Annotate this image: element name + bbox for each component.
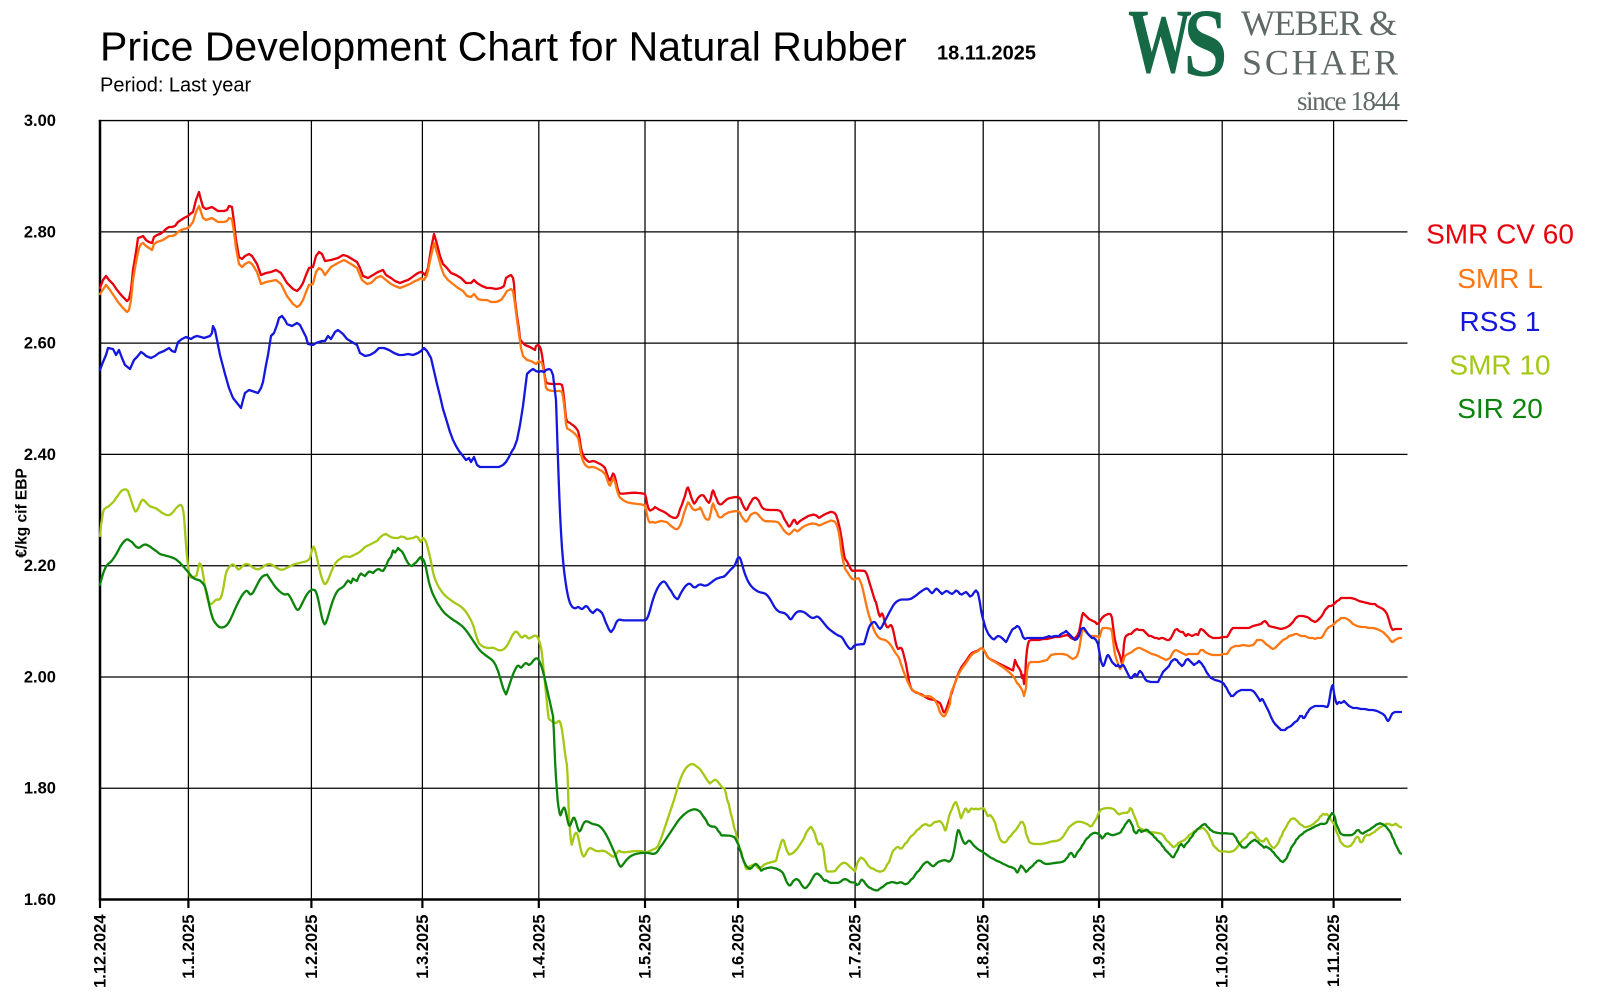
svg-text:2.00: 2.00 [24, 669, 56, 687]
svg-text:1.2.2025: 1.2.2025 [303, 915, 321, 979]
svg-text:1.8.2025: 1.8.2025 [975, 914, 993, 978]
svg-text:Price Development Chart for Na: Price Development Chart for Natural Rubb… [100, 24, 907, 70]
svg-text:2.60: 2.60 [24, 335, 56, 353]
svg-text:1.60: 1.60 [24, 891, 56, 909]
svg-text:SMR CV 60: SMR CV 60 [1426, 219, 1574, 250]
svg-text:1.11.2025: 1.11.2025 [1325, 915, 1343, 988]
svg-text:S: S [1184, 0, 1228, 98]
svg-text:RSS 1: RSS 1 [1460, 306, 1541, 337]
svg-text:Period: Last year: Period: Last year [100, 75, 252, 97]
svg-text:2.20: 2.20 [24, 557, 56, 575]
svg-text:1.7.2025: 1.7.2025 [847, 915, 865, 979]
svg-text:1.4.2025: 1.4.2025 [530, 915, 548, 979]
svg-text:WEBER &: WEBER & [1241, 3, 1397, 43]
svg-text:1.80: 1.80 [24, 780, 56, 798]
svg-text:18.11.2025: 18.11.2025 [937, 43, 1036, 65]
svg-text:1.9.2025: 1.9.2025 [1091, 915, 1109, 979]
svg-text:1.12.2024: 1.12.2024 [92, 914, 110, 988]
svg-text:SMR 10: SMR 10 [1449, 350, 1550, 381]
svg-text:3.00: 3.00 [24, 112, 56, 130]
svg-text:SCHAER: SCHAER [1242, 43, 1398, 83]
svg-text:1.5.2025: 1.5.2025 [637, 915, 655, 979]
svg-text:SIR 20: SIR 20 [1457, 393, 1543, 424]
svg-text:1.1.2025: 1.1.2025 [180, 915, 198, 979]
svg-text:since 1844: since 1844 [1297, 86, 1401, 116]
svg-text:2.80: 2.80 [24, 223, 56, 241]
svg-text:2.40: 2.40 [24, 446, 56, 464]
svg-text:€/kg cif EBP: €/kg cif EBP [14, 468, 31, 558]
svg-text:1.10.2025: 1.10.2025 [1214, 915, 1232, 988]
svg-text:1.6.2025: 1.6.2025 [730, 915, 748, 979]
svg-text:SMR L: SMR L [1457, 263, 1543, 294]
svg-text:1.3.2025: 1.3.2025 [414, 915, 432, 979]
svg-text:W: W [1128, 0, 1192, 92]
